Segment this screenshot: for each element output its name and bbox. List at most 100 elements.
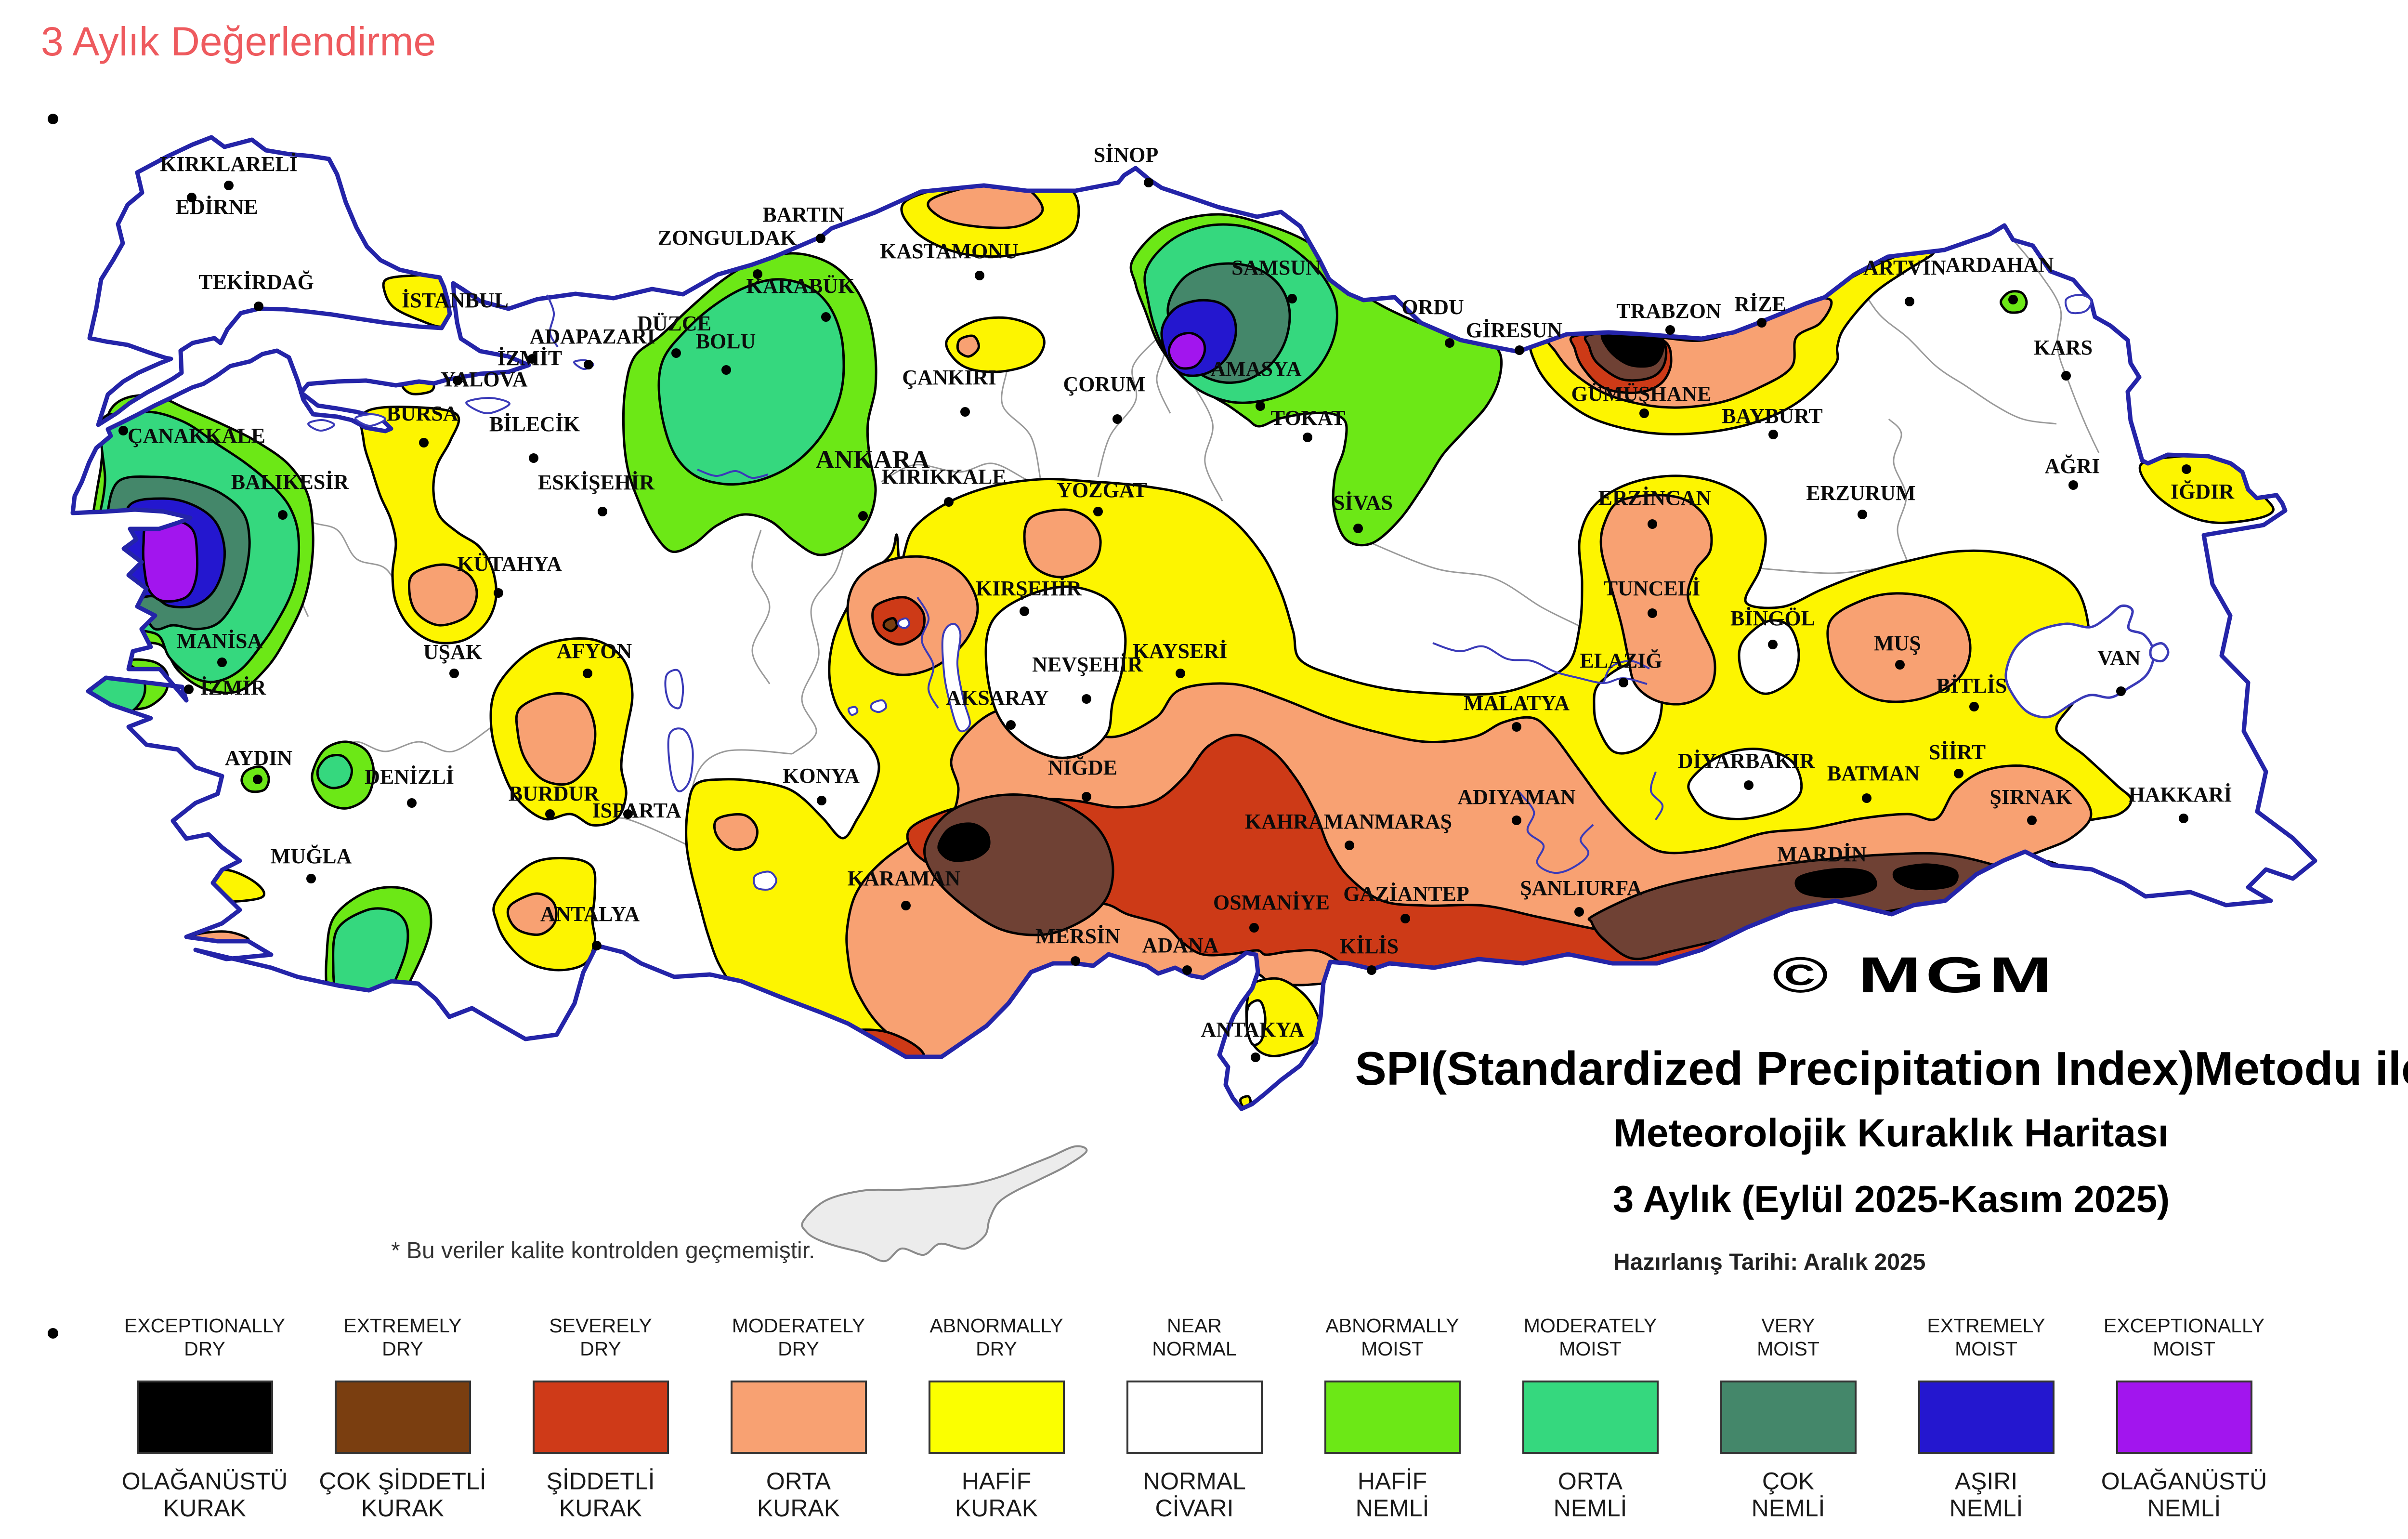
svg-text:ORDU: ORDU	[1401, 295, 1464, 319]
svg-text:İSTANBUL: İSTANBUL	[402, 289, 509, 312]
svg-text:GİRESUN: GİRESUN	[1466, 318, 1563, 342]
svg-text:RİZE: RİZE	[1734, 292, 1786, 316]
svg-text:OSMANİYE: OSMANİYE	[1213, 891, 1330, 914]
svg-text:VAN: VAN	[2097, 646, 2141, 670]
svg-text:ADANA: ADANA	[1142, 934, 1219, 957]
svg-text:CİVARI: CİVARI	[1155, 1495, 1234, 1522]
svg-text:AYDIN: AYDIN	[225, 746, 292, 770]
svg-text:MUĞLA: MUĞLA	[271, 844, 352, 868]
svg-text:ABNORMALLY: ABNORMALLY	[929, 1315, 1063, 1337]
svg-text:KURAK: KURAK	[955, 1495, 1038, 1522]
svg-text:KIRIKKALE: KIRIKKALE	[881, 465, 1006, 488]
svg-text:3 Aylık (Eylül 2025-Kasım 2025: 3 Aylık (Eylül 2025-Kasım 2025)	[1613, 1178, 2170, 1220]
svg-text:ADIYAMAN: ADIYAMAN	[1457, 785, 1575, 809]
svg-text:BARTIN: BARTIN	[762, 203, 844, 226]
svg-text:AFYON: AFYON	[557, 639, 632, 663]
svg-text:KARABÜK: KARABÜK	[746, 274, 855, 298]
svg-text:AMASYA: AMASYA	[1210, 357, 1301, 381]
svg-text:ÇANAKKALE: ÇANAKKALE	[128, 424, 265, 447]
svg-text:AŞIRI: AŞIRI	[1955, 1468, 2018, 1495]
svg-text:BALIKESİR: BALIKESİR	[231, 470, 350, 494]
svg-text:MOIST: MOIST	[1361, 1338, 1424, 1360]
svg-text:BİNGÖL: BİNGÖL	[1730, 606, 1815, 630]
svg-text:ARDAHAN: ARDAHAN	[1946, 253, 2054, 276]
svg-text:EXTREMELY: EXTREMELY	[343, 1315, 461, 1337]
svg-text:© MGM: © MGM	[1772, 947, 2056, 1003]
svg-text:OLAĞANÜSTÜ: OLAĞANÜSTÜ	[122, 1468, 288, 1495]
svg-text:İZMİR: İZMİR	[200, 676, 267, 699]
svg-text:ANTALYA: ANTALYA	[540, 902, 640, 926]
svg-text:NİĞDE: NİĞDE	[1048, 756, 1117, 779]
svg-text:MOIST: MOIST	[1757, 1338, 1819, 1360]
svg-text:Meteorolojik Kuraklık Haritası: Meteorolojik Kuraklık Haritası	[1614, 1111, 2169, 1155]
svg-text:ORTA: ORTA	[1558, 1468, 1623, 1495]
svg-text:HAFİF: HAFİF	[962, 1468, 1031, 1495]
svg-text:NEMLİ: NEMLİ	[2147, 1495, 2221, 1522]
svg-text:ŞİDDETLİ: ŞİDDETLİ	[546, 1468, 654, 1495]
svg-text:MANİSA: MANİSA	[177, 629, 263, 653]
svg-text:VERY: VERY	[1762, 1315, 1815, 1337]
svg-text:TOKAT: TOKAT	[1271, 406, 1346, 430]
svg-text:MUŞ: MUŞ	[1874, 631, 1921, 655]
svg-text:* Bu veriler kalite kontrolden: * Bu veriler kalite kontrolden geçmemişt…	[391, 1238, 815, 1263]
svg-text:ARTVİN: ARTVİN	[1863, 256, 1946, 279]
svg-text:MODERATELY: MODERATELY	[1524, 1315, 1657, 1337]
svg-text:ELAZIĞ: ELAZIĞ	[1580, 649, 1662, 672]
svg-text:MALATYA: MALATYA	[1464, 691, 1570, 715]
svg-text:ORTA: ORTA	[766, 1468, 831, 1495]
svg-text:KAYSERİ: KAYSERİ	[1133, 639, 1227, 663]
svg-text:SPI(Standardized Precipitation: SPI(Standardized Precipitation Index)Met…	[1355, 1042, 2408, 1095]
svg-text:KONYA: KONYA	[783, 764, 860, 788]
svg-text:ABNORMALLY: ABNORMALLY	[1325, 1315, 1459, 1337]
svg-text:SİNOP: SİNOP	[1094, 143, 1158, 167]
svg-text:ÇOK: ÇOK	[1762, 1468, 1814, 1495]
svg-text:EXTREMELY: EXTREMELY	[1927, 1315, 2045, 1337]
svg-text:EXCEPTIONALLY: EXCEPTIONALLY	[2104, 1315, 2264, 1337]
svg-text:KÜTAHYA: KÜTAHYA	[457, 552, 562, 576]
svg-text:BURDUR: BURDUR	[509, 782, 600, 805]
svg-text:SAMSUN: SAMSUN	[1231, 256, 1321, 279]
svg-text:NORMAL: NORMAL	[1143, 1468, 1246, 1495]
svg-text:ÇORUM: ÇORUM	[1063, 372, 1145, 396]
svg-text:NEMLİ: NEMLİ	[1752, 1495, 1825, 1522]
svg-text:ÇANKIRI: ÇANKIRI	[902, 366, 996, 389]
svg-text:GAZİANTEP: GAZİANTEP	[1343, 882, 1469, 906]
svg-text:IĞDIR: IĞDIR	[2171, 480, 2235, 503]
svg-text:KURAK: KURAK	[163, 1495, 246, 1522]
svg-text:DRY: DRY	[580, 1338, 621, 1360]
svg-text:KURAK: KURAK	[559, 1495, 642, 1522]
svg-text:KİLİS: KİLİS	[1340, 934, 1399, 958]
svg-text:DRY: DRY	[184, 1338, 225, 1360]
svg-text:BOLU: BOLU	[696, 329, 756, 353]
svg-text:KIRŞEHİR: KIRŞEHİR	[976, 577, 1082, 600]
svg-text:ÇOK ŞİDDETLİ: ÇOK ŞİDDETLİ	[319, 1468, 486, 1495]
svg-text:BAYBURT: BAYBURT	[1722, 404, 1823, 428]
svg-text:GÜMÜŞHANE: GÜMÜŞHANE	[1571, 382, 1712, 406]
svg-text:SİVAS: SİVAS	[1333, 491, 1393, 514]
svg-text:TEKİRDAĞ: TEKİRDAĞ	[198, 270, 314, 294]
svg-text:BİLECİK: BİLECİK	[489, 412, 580, 436]
svg-text:ŞIRNAK: ŞIRNAK	[1989, 785, 2072, 809]
svg-text:SİİRT: SİİRT	[1929, 740, 1986, 764]
svg-text:ERZURUM: ERZURUM	[1806, 481, 1915, 505]
svg-text:HAFİF: HAFİF	[1358, 1468, 1427, 1495]
svg-text:NORMAL: NORMAL	[1152, 1338, 1236, 1360]
svg-text:BATMAN: BATMAN	[1827, 762, 1920, 785]
svg-text:KAHRAMANMARAŞ: KAHRAMANMARAŞ	[1245, 810, 1452, 833]
svg-text:HAKKARİ: HAKKARİ	[2128, 783, 2232, 806]
svg-text:MOIST: MOIST	[1559, 1338, 1622, 1360]
svg-text:DENİZLİ: DENİZLİ	[365, 765, 454, 789]
svg-text:NEAR: NEAR	[1167, 1315, 1222, 1337]
svg-text:BURSA: BURSA	[386, 402, 458, 425]
svg-text:SEVERELY: SEVERELY	[549, 1315, 652, 1337]
svg-text:AKSARAY: AKSARAY	[946, 686, 1049, 710]
svg-text:NEMLİ: NEMLİ	[1554, 1495, 1627, 1522]
svg-text:MERSİN: MERSİN	[1035, 924, 1120, 948]
svg-text:EXCEPTIONALLY: EXCEPTIONALLY	[124, 1315, 285, 1337]
svg-text:ESKİŞEHİR: ESKİŞEHİR	[538, 471, 655, 494]
svg-text:MOIST: MOIST	[1955, 1338, 2017, 1360]
svg-text:KASTAMONU: KASTAMONU	[880, 239, 1019, 263]
svg-text:DRY: DRY	[778, 1338, 819, 1360]
svg-text:ANKARA: ANKARA	[816, 445, 930, 474]
svg-text:ZONGULDAK: ZONGULDAK	[658, 226, 797, 250]
